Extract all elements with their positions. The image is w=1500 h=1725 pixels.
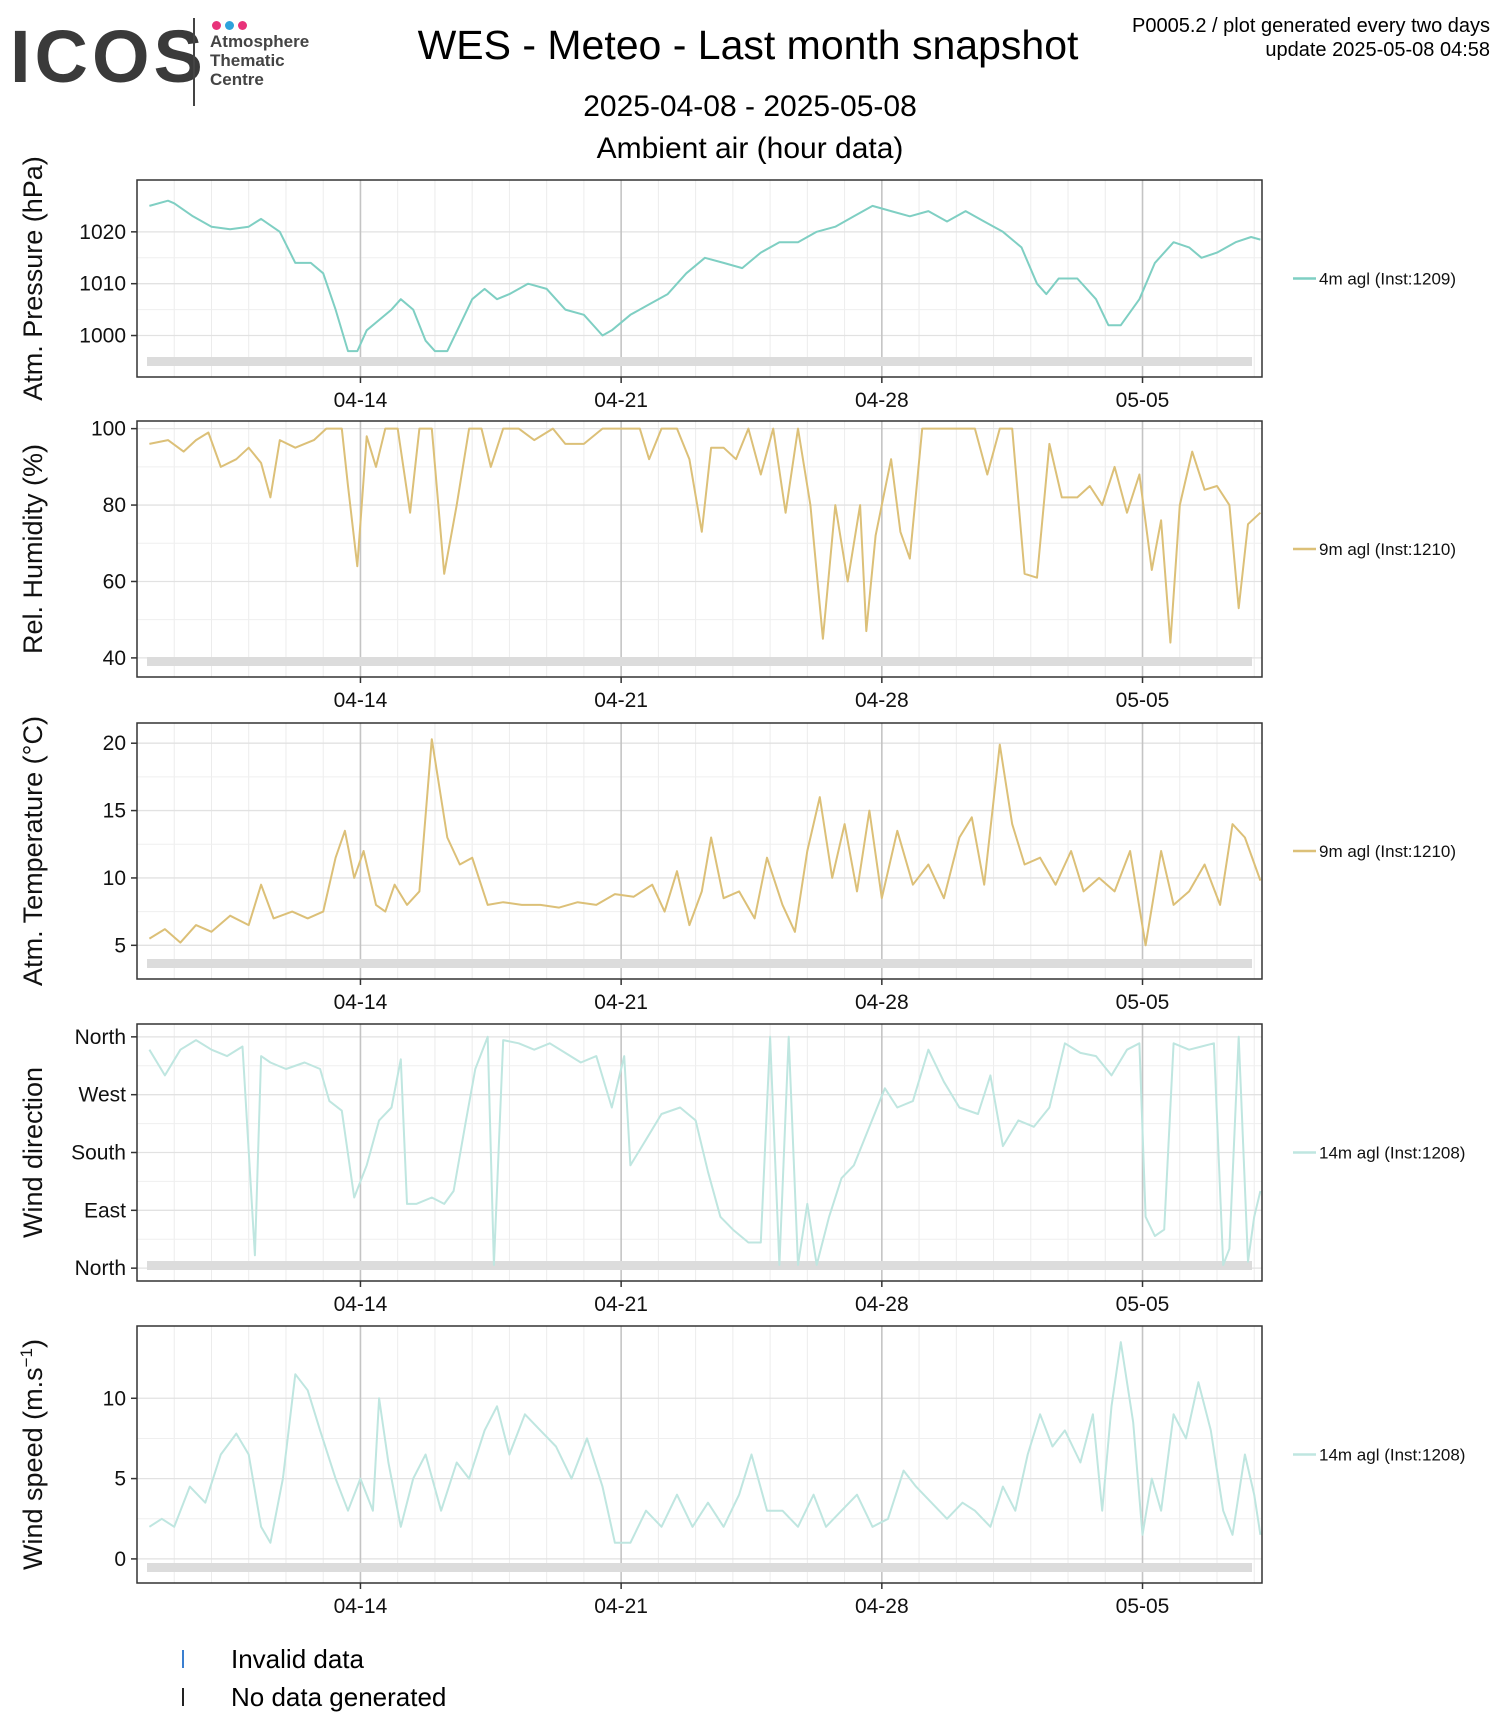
x-tick-label: 04-21 [594,1595,648,1618]
logo-sub-line: Atmosphere [210,32,310,51]
panel-frame [136,420,1263,678]
legend-label: No data generated [231,1681,447,1712]
y-tick-label: 10 [103,867,126,890]
logo-dot [238,21,247,30]
series-legend-label: 4m agl (Inst:1209) [1319,270,1456,289]
page-title-text: WES - Meteo - Last month snapshot [417,22,1079,68]
plot-meta: P0005.2 / plot generated every two days … [1132,14,1490,62]
series-legend-label: 9m agl (Inst:1210) [1319,540,1456,559]
x-tick-label: 04-14 [334,1595,388,1618]
y-tick-label: 60 [103,570,126,593]
y-axis-label: Atm. Pressure (hPa) [18,156,48,401]
y-tick-label: West [79,1084,127,1107]
y-tick-label: 80 [103,494,126,517]
nodata-band [147,357,1252,366]
x-tick-label: 05-05 [1116,1293,1170,1316]
y-tick-label: 5 [114,1468,126,1491]
meta-line: update 2025-05-08 04:58 [1265,39,1490,61]
date-range: 2025-04-08 - 2025-05-08 [583,90,917,123]
y-axis-label: Wind speed (m.s−1) [17,1339,48,1570]
x-tick-label: 04-21 [594,1293,648,1316]
x-tick-label: 04-21 [594,389,648,412]
series-legend-label: 9m agl (Inst:1210) [1319,842,1456,861]
y-tick-label: 5 [114,934,126,957]
logo-dots [212,17,251,35]
panel-frame [136,722,1263,980]
y-tick-label: 1000 [79,325,126,348]
x-tick-label: 05-05 [1116,991,1170,1014]
nodata-band [147,657,1252,666]
y-tick-label: North [75,1257,126,1280]
y-tick-label: 1010 [79,273,126,296]
y-tick-label: East [84,1199,126,1222]
logo-sub-line: Centre [210,70,264,89]
y-tick-label: 40 [103,647,126,670]
y-axis-label-tail: ) [18,1339,48,1348]
y-tick-label: North [75,1026,126,1049]
legend-label: Invalid data [231,1643,364,1674]
logo-dot [212,21,221,30]
y-axis-label-sup: −1 [17,1348,36,1367]
y-axis-label: Atm. Temperature (°C) [18,716,48,986]
legend: Invalid data No data generated [175,1640,446,1716]
panel-frame [136,179,1263,378]
y-tick-label: 100 [91,418,126,441]
legend-item-invalid: Invalid data [175,1640,446,1678]
logo-subtitle: Atmosphere Thematic Centre [210,32,309,89]
x-tick-label: 05-05 [1116,689,1170,712]
x-tick-label: 04-14 [334,991,388,1014]
nodata-band [147,1563,1252,1572]
legend-marker [182,1688,184,1706]
logo-dot [225,21,234,30]
page-title: WES - Meteo - Last month snapshot [0,22,1500,69]
logo-divider [193,18,195,106]
icos-logo: ICOS Atmosphere Thematic Centre [10,14,330,110]
logo-text: ICOS [10,15,207,98]
y-tick-label: 15 [103,800,126,823]
series-line [148,738,1262,947]
y-tick-label: South [71,1142,126,1165]
legend-marker [182,1650,184,1668]
x-tick-label: 04-28 [855,991,909,1014]
series-legend-label: 14m agl (Inst:1208) [1319,1144,1465,1163]
panel-frame [136,1325,1263,1584]
x-tick-label: 04-28 [855,389,909,412]
logo-sub-line: Thematic [210,51,285,70]
nodata-band [147,1261,1252,1270]
x-tick-label: 04-28 [855,689,909,712]
y-tick-label: 10 [103,1387,126,1410]
series-line [149,199,1261,353]
x-tick-label: 05-05 [1116,389,1170,412]
legend-item-nodata: No data generated [175,1678,446,1716]
x-tick-label: 04-14 [334,389,388,412]
y-axis-label: Rel. Humidity (%) [18,444,48,654]
x-tick-label: 04-28 [855,1293,909,1316]
x-tick-label: 04-14 [334,1293,388,1316]
nodata-band [147,959,1252,968]
series-legend-label: 14m agl (Inst:1208) [1319,1446,1465,1465]
x-tick-label: 04-14 [334,689,388,712]
series-line [148,1341,1262,1544]
x-tick-label: 04-28 [855,1595,909,1618]
x-tick-label: 04-21 [594,689,648,712]
x-tick-label: 05-05 [1116,1595,1170,1618]
y-tick-label: 1020 [79,221,126,244]
y-axis-label: Wind direction [18,1067,48,1238]
series-line [148,1035,1262,1266]
y-tick-label: 20 [103,732,126,755]
y-tick-label: 0 [114,1548,126,1571]
meta-line: P0005.2 / plot generated every two days [1131,15,1490,37]
data-type: Ambient air (hour data) [596,132,904,165]
series-line [149,427,1262,644]
x-tick-label: 04-21 [594,991,648,1014]
